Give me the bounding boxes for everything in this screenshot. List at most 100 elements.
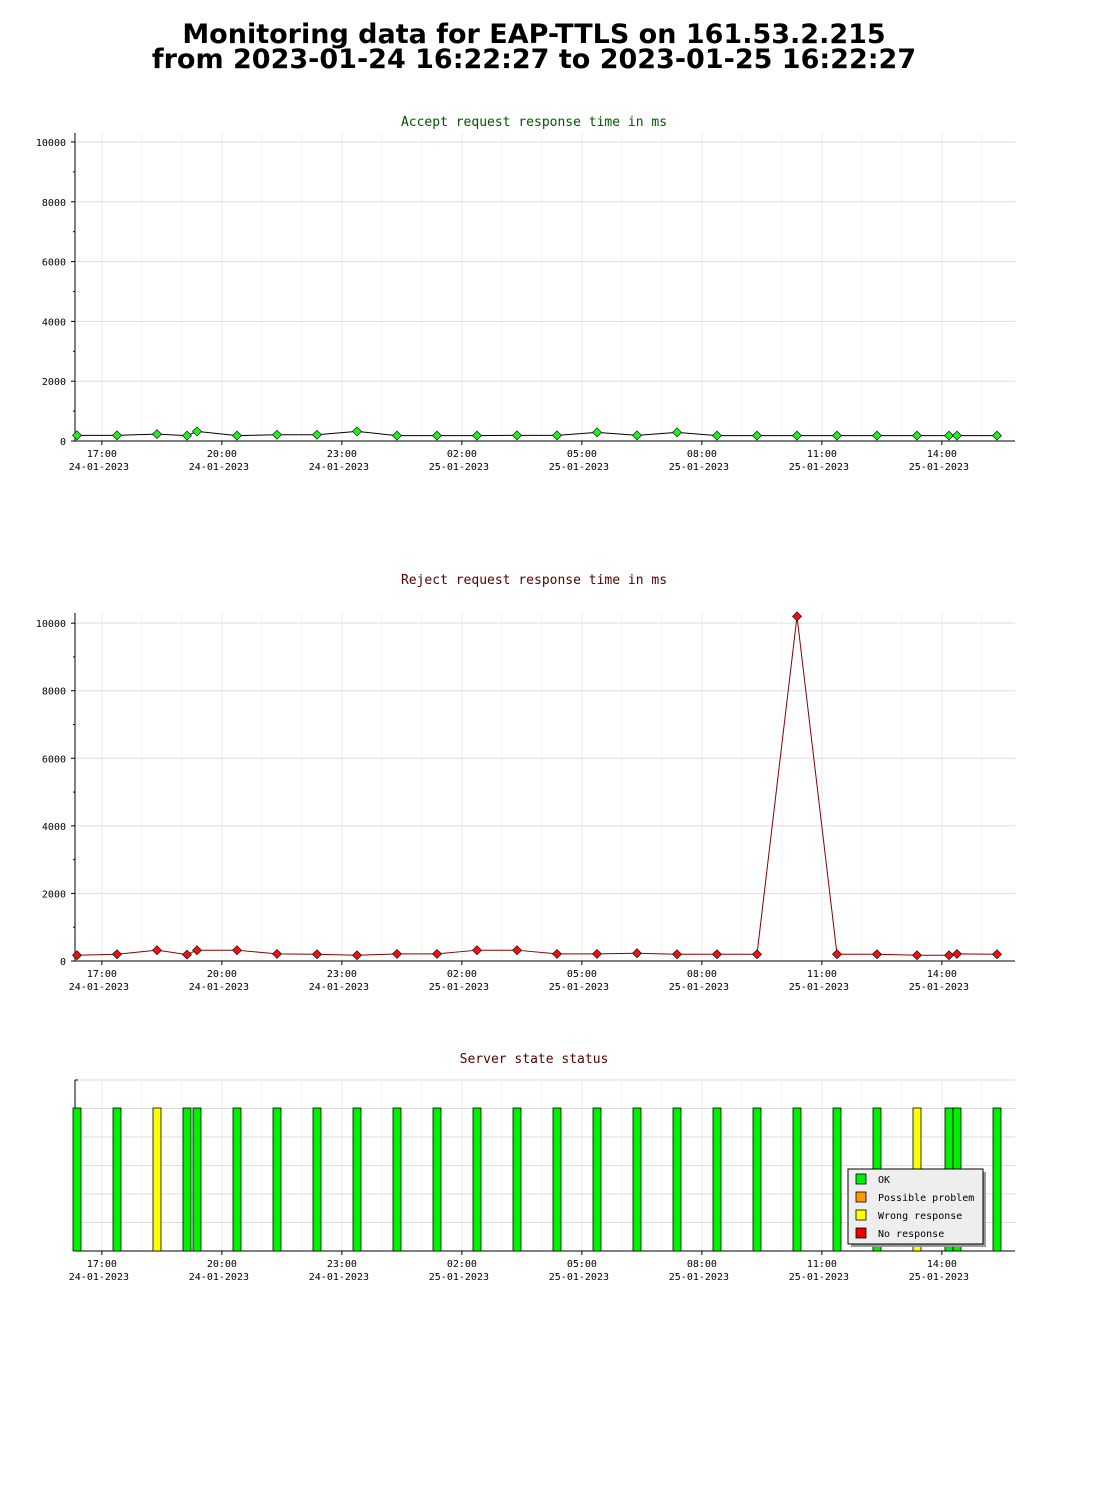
page-title-line-2: from 2023-01-24 16:22:27 to 2023-01-25 1…: [151, 44, 917, 75]
x-tick-label-date: 24-01-2023: [189, 462, 249, 473]
page-title-line-1: Monitoring data for EAP-TTLS on 161.53.2…: [182, 19, 886, 50]
x-tick-label-date: 25-01-2023: [789, 982, 849, 993]
x-tick-label-time: 08:00: [687, 969, 717, 980]
data-point: [832, 949, 842, 960]
data-point: [872, 430, 882, 441]
data-point: [112, 949, 122, 960]
data-point: [72, 430, 82, 441]
x-tick-label-time: 08:00: [687, 1259, 717, 1270]
x-tick-label-date: 24-01-2023: [309, 982, 369, 993]
legend-swatch-possible_problem: [855, 1191, 867, 1203]
chart-2: Reject request response time in ms 17:00 2…: [36, 573, 1015, 993]
y-tick-label: 2000: [42, 377, 66, 388]
y-tick-label: 8000: [42, 198, 66, 209]
status-bar: [392, 1107, 402, 1252]
data-point: [912, 950, 922, 961]
legend: [847, 1168, 984, 1245]
data-point: [472, 430, 482, 441]
data-point: [792, 430, 802, 441]
chart-title: Server state status: [460, 1052, 609, 1067]
x-tick-label-time: 08:00: [687, 449, 717, 460]
data-point: [992, 430, 1002, 441]
x-tick-label-date: 25-01-2023: [909, 1272, 969, 1283]
legend-label-no_response: No response: [878, 1229, 944, 1240]
x-tick-label-time: 20:00: [207, 969, 237, 980]
data-point: [552, 430, 562, 441]
x-tick-label-time: 14:00: [927, 449, 957, 460]
status-bar: [672, 1107, 682, 1252]
y-tick-label: 4000: [42, 317, 66, 328]
x-tick-label-date: 25-01-2023: [789, 462, 849, 473]
data-point: [272, 429, 282, 440]
x-tick-label-date: 24-01-2023: [189, 982, 249, 993]
data-point: [192, 426, 202, 437]
legend-label-possible_problem: Possible problem: [878, 1193, 974, 1204]
data-point: [592, 948, 602, 959]
x-tick-label-time: 02:00: [447, 1259, 477, 1270]
legend-swatch-ok: [855, 1173, 867, 1185]
status-bar: [512, 1107, 522, 1252]
y-tick-label: 8000: [42, 687, 66, 698]
y-tick-label: 10000: [36, 619, 66, 630]
x-tick-label-time: 14:00: [927, 969, 957, 980]
x-tick-label-time: 23:00: [327, 969, 357, 980]
x-tick-label-time: 17:00: [87, 449, 117, 460]
x-tick-label-date: 24-01-2023: [69, 1272, 129, 1283]
chart-title: Reject request response time in ms: [401, 573, 667, 588]
status-bar: [472, 1107, 482, 1252]
page-title: Monitoring data for EAP-TTLS on 161.53.2…: [0, 19, 1068, 75]
data-point: [512, 430, 522, 441]
x-tick-label-time: 02:00: [447, 449, 477, 460]
data-point: [952, 948, 962, 959]
x-tick-label-date: 25-01-2023: [429, 462, 489, 473]
x-tick-label-date: 24-01-2023: [309, 462, 369, 473]
legend-swatch-no_response: [855, 1227, 867, 1239]
data-point: [592, 427, 602, 438]
data-point: [272, 948, 282, 959]
status-bar: [592, 1107, 602, 1252]
x-tick-label-date: 25-01-2023: [549, 462, 609, 473]
x-tick-label-time: 20:00: [207, 449, 237, 460]
data-point: [72, 950, 82, 961]
data-point: [432, 430, 442, 441]
data-point: [672, 949, 682, 960]
x-tick-label-date: 25-01-2023: [549, 982, 609, 993]
data-point: [952, 430, 962, 441]
series-line: [76, 616, 998, 956]
x-tick-label-time: 02:00: [447, 969, 477, 980]
data-point: [472, 945, 482, 956]
x-tick-label-time: 05:00: [567, 969, 597, 980]
y-tick-label: 4000: [42, 822, 66, 833]
data-point: [152, 429, 162, 440]
x-tick-label-date: 25-01-2023: [549, 1272, 609, 1283]
data-point: [232, 430, 242, 441]
status-bar: [182, 1107, 192, 1252]
y-tick-label: 0: [60, 957, 66, 968]
chart-title: Accept request response time in ms: [401, 115, 667, 130]
data-point: [912, 430, 922, 441]
status-bar: [712, 1107, 722, 1252]
x-tick-label-date: 24-01-2023: [69, 982, 129, 993]
data-point: [352, 950, 362, 961]
data-point: [632, 948, 642, 959]
status-bar: [112, 1107, 122, 1252]
status-bar: [72, 1107, 82, 1252]
data-point: [752, 949, 762, 960]
status-bar: [432, 1107, 442, 1252]
x-tick-label-date: 25-01-2023: [429, 1272, 489, 1283]
status-bar: [632, 1107, 642, 1252]
data-point: [182, 430, 192, 441]
y-tick-label: 6000: [42, 754, 66, 765]
x-tick-label-time: 23:00: [327, 1259, 357, 1270]
chart-1: Accept request response time in ms 17:00 2…: [36, 115, 1015, 473]
data-point: [112, 430, 122, 441]
data-point: [192, 945, 202, 956]
data-point: [392, 430, 402, 441]
x-tick-label-time: 11:00: [807, 1259, 837, 1270]
y-tick-label: 6000: [42, 258, 66, 269]
data-point: [944, 430, 954, 441]
status-bar: [552, 1107, 562, 1252]
status-bar: [352, 1107, 362, 1252]
legend-swatch-wrong_response: [855, 1209, 867, 1221]
